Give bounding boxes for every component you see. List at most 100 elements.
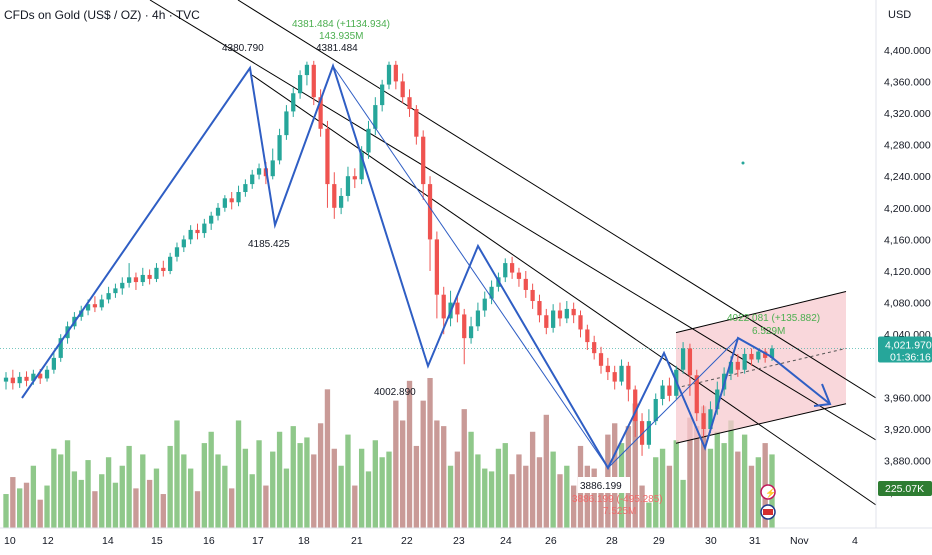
candle-body [592, 342, 597, 354]
volume-bar [10, 477, 16, 528]
candle-body [10, 377, 15, 384]
candle-body [277, 135, 282, 161]
volume-bar [557, 474, 563, 528]
annotation-recent-high: 4022.081 (+135.882) [727, 313, 820, 324]
volume-bar [721, 443, 727, 528]
candle-body [17, 376, 22, 384]
volume-bar [92, 491, 98, 528]
price-tick-label: 4,120.000 [884, 266, 931, 278]
price-tick-label: 4,080.000 [884, 298, 931, 310]
time-tick-label: 17 [252, 535, 264, 547]
volume-bar [297, 443, 303, 528]
candle-body [99, 299, 104, 308]
channel-line-upper [237, 0, 877, 399]
arrow-head [813, 383, 832, 407]
volume-bar [283, 468, 290, 528]
volume-bar [488, 471, 495, 528]
candle-body [530, 289, 535, 302]
candle-body [359, 152, 364, 180]
candle-body [24, 376, 29, 381]
candle-body [51, 357, 56, 370]
candle-body [434, 239, 439, 295]
volume-bar [673, 440, 679, 528]
volume-bar [153, 468, 160, 528]
candle-body [58, 338, 63, 358]
volume-bar [755, 457, 761, 528]
chart-title: CFDs on Gold (US$ / OZ) · 4h · TVC [4, 8, 200, 22]
annotation-4381: 4381.484 [316, 43, 358, 54]
volume-bar [30, 465, 37, 528]
price-tick-label: 4,160.000 [884, 234, 931, 246]
volume-bar [509, 474, 515, 528]
volume-bar [133, 488, 139, 528]
price-tick-label: 4,280.000 [884, 140, 931, 152]
volume-bar [728, 420, 734, 528]
candle-body [106, 293, 111, 300]
candle-body [147, 274, 152, 279]
volume-bar [393, 400, 399, 528]
volume-bar [187, 468, 194, 528]
time-tick-label: 22 [401, 535, 413, 547]
candle-body [598, 353, 604, 366]
volume-bar [427, 378, 433, 528]
candle-body [455, 302, 460, 315]
volume-bar [358, 448, 365, 528]
candle-body [475, 310, 481, 327]
volume-bar [584, 465, 591, 528]
candle-body [140, 274, 145, 283]
annotation-4380: 4380.790 [222, 43, 264, 54]
candle-body [619, 365, 624, 382]
candle-body [701, 413, 706, 429]
candle-body [503, 263, 508, 278]
volume-bar [386, 451, 392, 528]
volume-bar [735, 451, 741, 528]
candle-body [202, 223, 207, 234]
candle-body [44, 369, 50, 379]
time-tick-label: 18 [298, 535, 310, 547]
time-tick-label: 29 [653, 535, 665, 547]
candle-body [509, 263, 515, 273]
volume-bar [653, 457, 659, 528]
volume-bar [400, 420, 406, 528]
candle-body [769, 348, 775, 358]
candle-body [421, 136, 426, 185]
candle-body [304, 64, 310, 76]
candle-body [523, 278, 528, 290]
volume-bar [119, 465, 125, 528]
candle-body [544, 315, 549, 328]
volume-bar [639, 485, 645, 528]
volume-bar [550, 451, 556, 528]
volume-bar [256, 440, 262, 528]
candle-body [229, 198, 234, 203]
candle-body [680, 348, 686, 370]
volume-bar [215, 454, 221, 528]
currency-label[interactable]: USD [888, 9, 912, 21]
volume-bar [146, 479, 153, 528]
candle-body [441, 294, 446, 319]
current-price-badge [878, 336, 932, 363]
candle-body [386, 64, 392, 85]
volume-bar [44, 485, 50, 528]
volume-bar [420, 400, 426, 528]
volume-bar [516, 454, 522, 528]
volume-bar [468, 431, 474, 528]
volume-bar [235, 420, 242, 528]
candle-body [188, 229, 193, 240]
candle-body [174, 247, 180, 257]
price-tick-label: 3,960.000 [884, 392, 931, 404]
time-tick-label: 28 [606, 535, 618, 547]
volume-badge [878, 481, 932, 496]
volume-bar [222, 465, 228, 528]
volume-bar [372, 440, 378, 528]
volume-bar [17, 488, 23, 528]
volume-bar [126, 445, 132, 528]
volume-bar [447, 465, 454, 528]
volume-bar [167, 445, 173, 528]
volume-label: 225.07K [885, 483, 924, 495]
volume-bar [112, 482, 119, 528]
candle-body [639, 421, 645, 445]
volume-bar [529, 431, 536, 528]
candle-body [626, 365, 631, 390]
volume-bar [105, 457, 112, 528]
